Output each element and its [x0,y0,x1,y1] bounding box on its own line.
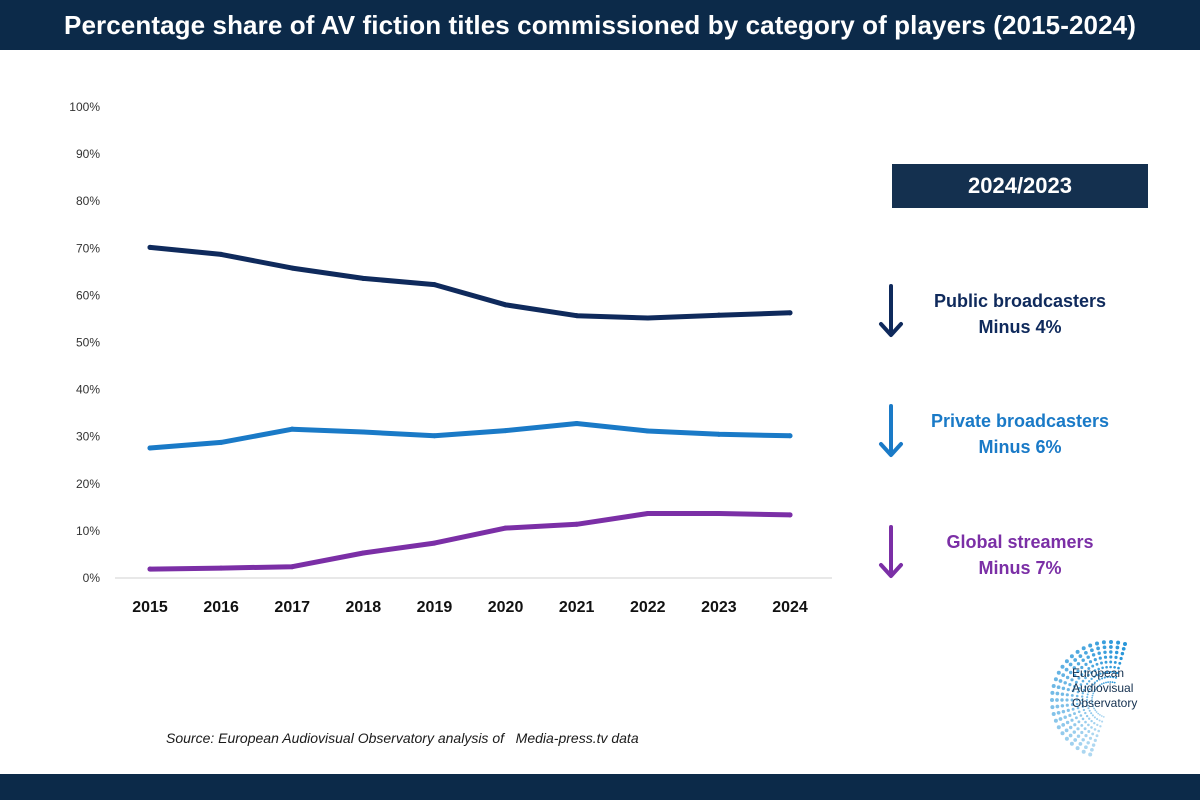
data-point [645,510,651,516]
data-point [645,428,651,434]
chart-title: Percentage share of AV fiction titles co… [0,0,1200,50]
data-point [431,433,437,439]
data-point [147,244,153,250]
change-text: Global streamers Minus 7% [905,529,1135,581]
logo-text: European Audiovisual Observatory [1072,666,1137,711]
data-point [503,525,509,531]
data-point [503,302,509,308]
change-category: Public broadcasters [933,291,1107,311]
data-point [289,564,295,570]
data-point [574,313,580,319]
change-value: Minus 6% [978,437,1062,457]
series-line-1 [147,244,793,321]
data-point [218,439,224,445]
change-text: Public broadcasters Minus 4% [905,288,1135,340]
x-tick-label: 2017 [274,599,310,616]
x-tick-label: 2019 [417,599,453,616]
source-note: Source: European Audiovisual Observatory… [166,730,639,746]
series-line-3 [147,511,793,572]
change-category: Private broadcasters [930,411,1110,431]
data-point [289,265,295,271]
x-tick-label: 2021 [559,599,595,616]
logo-line: Observatory [1072,696,1138,710]
y-tick-label: 60% [76,288,100,302]
arrow-down-icon [879,404,903,457]
observatory-logo-icon [1050,640,1127,757]
y-tick-label: 80% [76,194,100,208]
change-text: Private broadcasters Minus 6% [905,408,1135,460]
data-point [431,282,437,288]
logo-line: European [1072,666,1125,680]
footer-bar [0,774,1200,800]
change-value: Minus 4% [978,317,1062,337]
x-tick-label: 2015 [132,599,168,616]
x-tick-label: 2022 [630,599,666,616]
y-tick-label: 50% [76,336,100,350]
logo-line: Audiovisual [1072,681,1134,695]
x-tick-label: 2016 [203,599,239,616]
data-point [218,251,224,257]
data-point [787,433,793,439]
x-tick-label: 2023 [701,599,737,616]
data-point [431,540,437,546]
x-tick-label: 2020 [488,599,524,616]
data-point [360,429,366,435]
y-tick-label: 40% [76,383,100,397]
data-point [787,310,793,316]
x-tick-label: 2018 [346,599,382,616]
series-line-2 [147,421,793,451]
data-point [360,550,366,556]
arrow-down-icon [879,525,903,578]
y-tick-label: 30% [76,430,100,444]
data-point [645,315,651,321]
data-point [289,426,295,432]
data-point [360,275,366,281]
data-point [218,565,224,571]
y-tick-label: 90% [76,147,100,161]
change-value: Minus 7% [978,558,1062,578]
data-point [716,510,722,516]
data-point [716,431,722,437]
data-point [574,421,580,427]
y-tick-label: 70% [76,241,100,255]
y-tick-label: 100% [69,100,100,114]
data-point [787,512,793,518]
y-tick-label: 0% [83,571,101,585]
data-point [503,428,509,434]
y-tick-label: 10% [76,524,100,538]
arrow-down-icon [879,284,903,337]
data-point [147,445,153,451]
x-tick-label: 2024 [772,599,808,616]
data-point [574,521,580,527]
change-category: Global streamers [946,532,1094,552]
period-badge: 2024/2023 [892,164,1148,208]
y-tick-label: 20% [76,477,100,491]
data-point [716,312,722,318]
data-point [147,566,153,572]
